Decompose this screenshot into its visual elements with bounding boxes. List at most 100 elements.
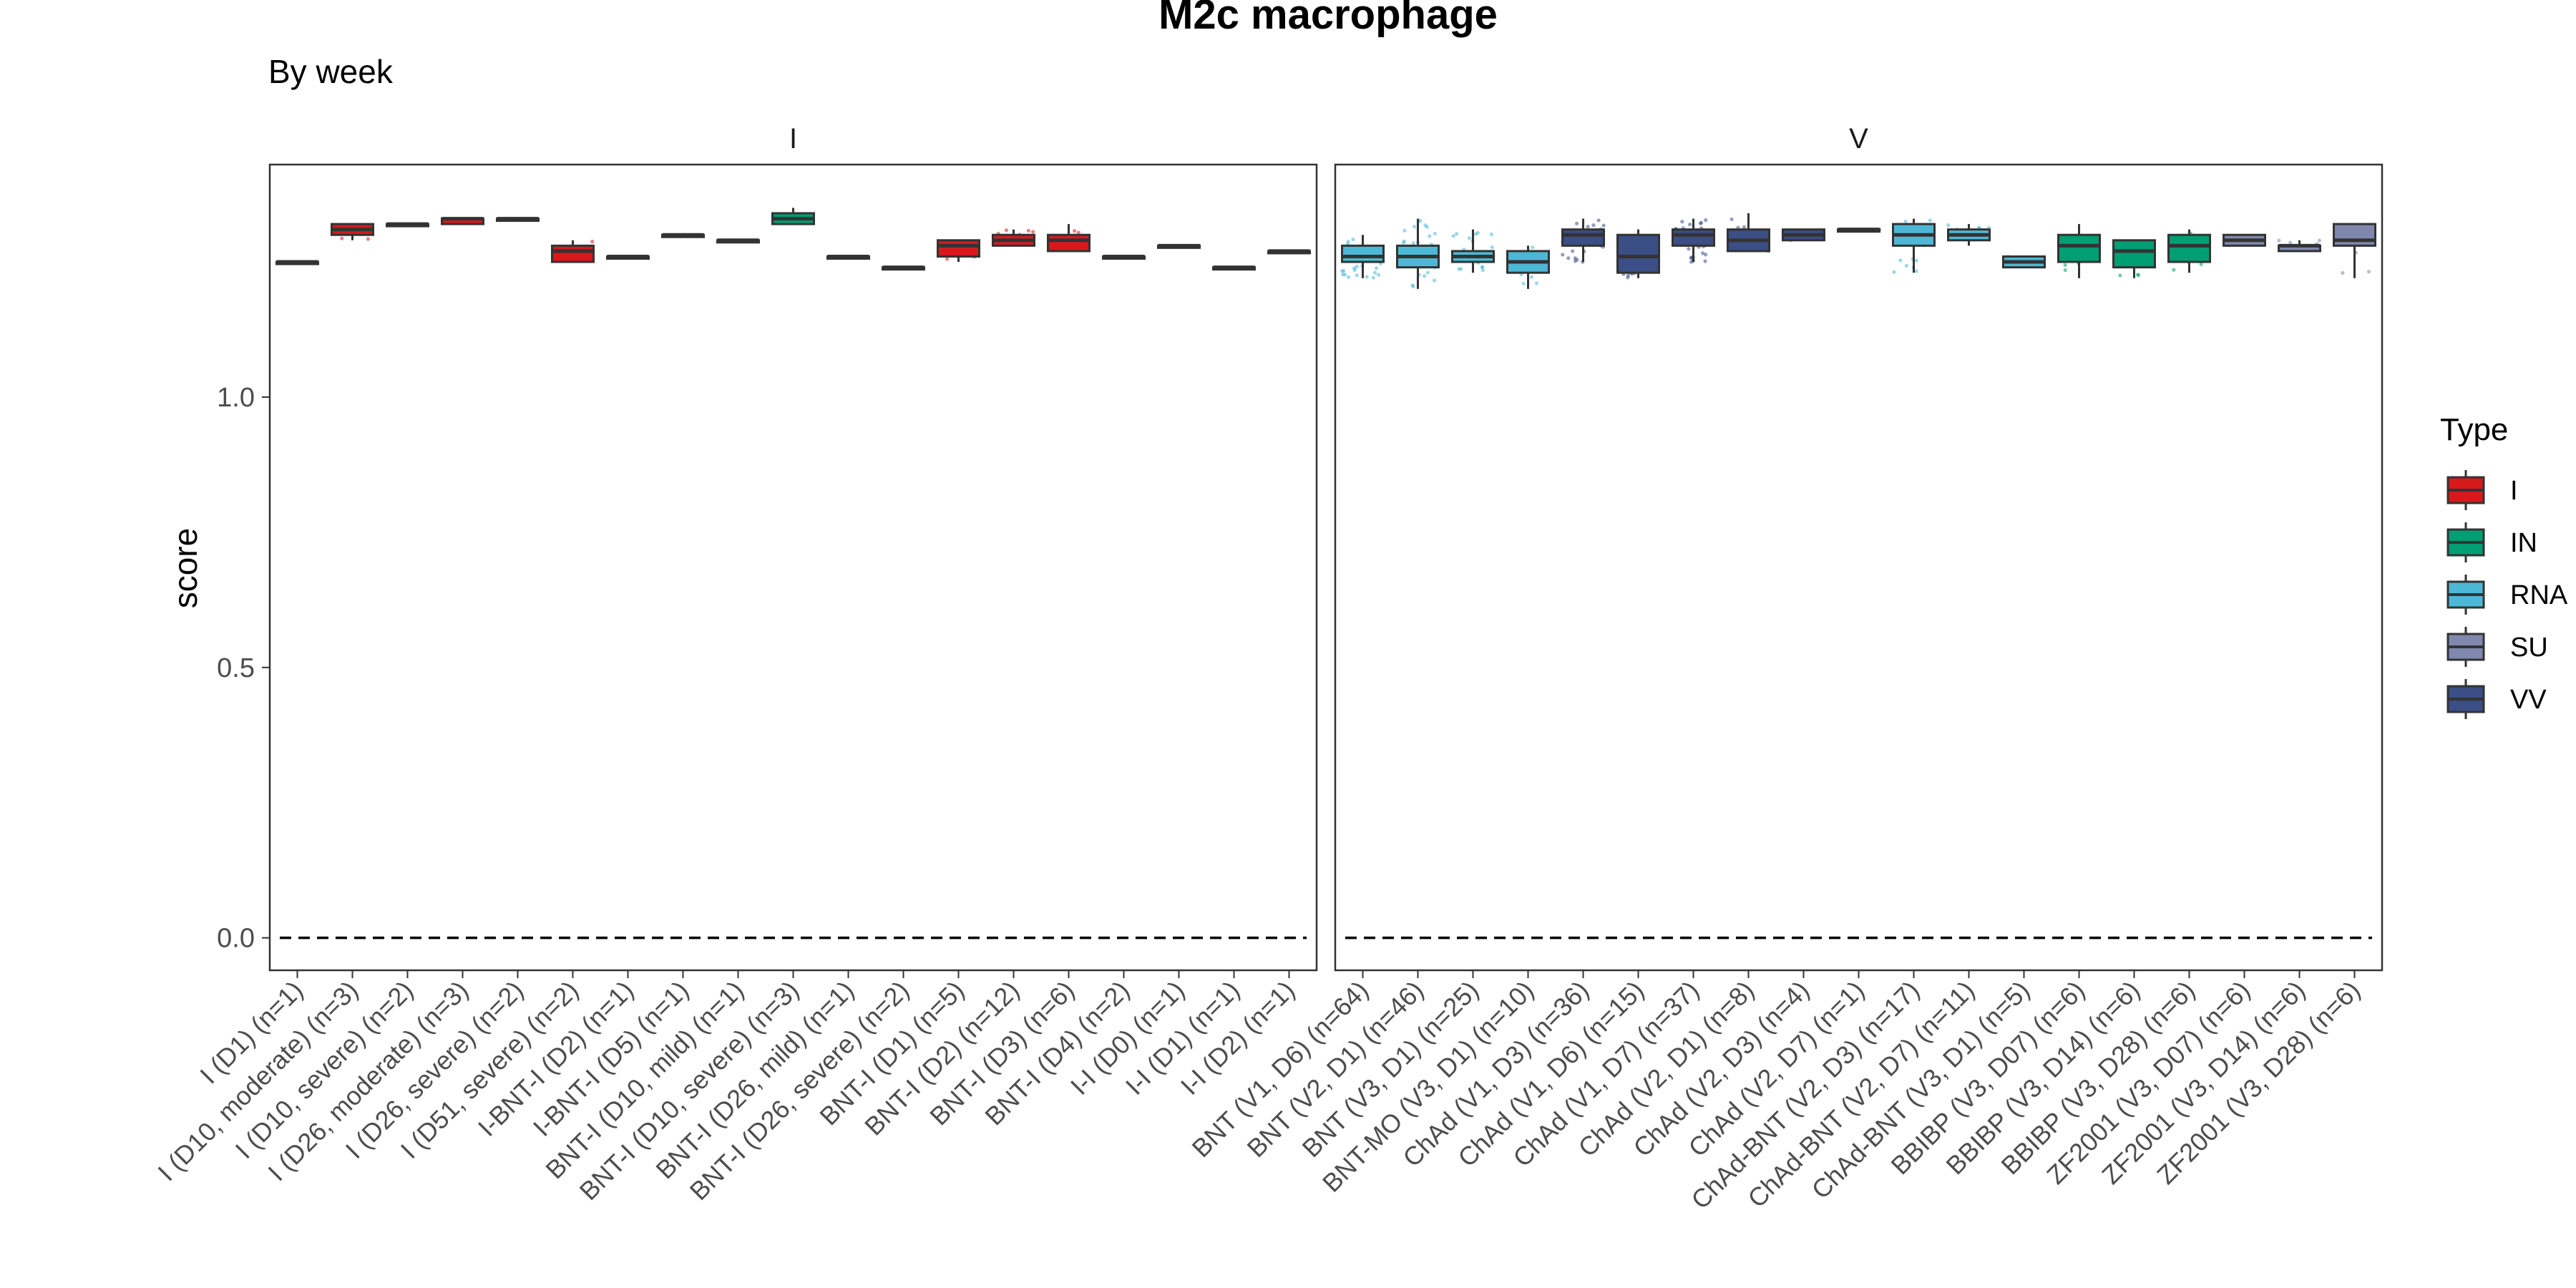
legend-item: VV — [2446, 679, 2547, 719]
legend-label: RNA — [2510, 580, 2568, 610]
data-point — [1451, 234, 1455, 238]
facet-strip-label: V — [1849, 123, 1868, 155]
box-body — [937, 239, 980, 258]
data-point — [1591, 223, 1596, 228]
y-tick-label: 0.0 — [217, 924, 255, 954]
data-point — [1351, 237, 1355, 242]
data-point — [2366, 270, 2371, 274]
data-point — [1946, 223, 1951, 228]
data-point — [2317, 238, 2322, 243]
data-point — [2199, 262, 2203, 267]
legend-item: RNA — [2446, 575, 2568, 615]
data-point — [1459, 267, 1463, 271]
data-point — [590, 240, 595, 244]
data-point — [366, 237, 370, 241]
data-point — [1680, 220, 1684, 224]
data-point — [1402, 228, 1407, 233]
data-point — [1701, 251, 1705, 255]
box-body — [1341, 244, 1385, 263]
data-point — [1892, 270, 1896, 274]
legend-label: SU — [2510, 633, 2548, 663]
data-point — [1742, 225, 1747, 229]
data-point — [1076, 230, 1080, 235]
data-point — [1475, 230, 1480, 235]
facet-strip-label: I — [789, 123, 797, 155]
legend-item: SU — [2446, 627, 2548, 667]
data-point — [1425, 270, 1430, 275]
box-body — [2333, 223, 2376, 247]
box-body — [1616, 233, 1660, 274]
data-point — [1411, 241, 1415, 245]
data-point — [1534, 281, 1539, 286]
data-point — [1490, 245, 1494, 250]
data-point — [1355, 264, 1359, 269]
data-point — [1914, 258, 1918, 263]
data-point — [1342, 273, 1347, 277]
data-point — [1531, 245, 1535, 250]
chart-subtitle: By week — [268, 53, 394, 90]
box-body — [2057, 233, 2101, 263]
y-axis-title: score — [167, 528, 204, 608]
legend-label: VV — [2510, 685, 2547, 715]
legend-item: IN — [2446, 522, 2537, 562]
facet-panel: II (D1) (n=1)I (D10, moderate) (n=3)I (D… — [152, 123, 1318, 1206]
data-point — [1467, 236, 1472, 240]
data-point — [1372, 270, 1377, 275]
legend-label: IN — [2510, 528, 2537, 558]
y-tick-label: 1.0 — [217, 383, 255, 413]
data-point — [1586, 225, 1590, 229]
data-point — [1729, 217, 1734, 222]
box-body — [1047, 233, 1091, 253]
data-point — [1030, 230, 1035, 234]
data-point — [1425, 225, 1429, 229]
box-body — [1672, 228, 1715, 247]
data-point — [1455, 232, 1459, 236]
data-point — [1352, 268, 1357, 273]
data-point — [2063, 268, 2067, 273]
data-point — [1687, 247, 1691, 251]
y-tick-label: 0.5 — [217, 653, 255, 683]
data-point — [2277, 238, 2281, 243]
data-point — [1596, 218, 1601, 223]
data-point — [1573, 259, 1578, 263]
data-point — [1687, 222, 1692, 227]
legend-item: I — [2446, 470, 2518, 510]
data-point — [2136, 273, 2141, 278]
data-point — [1601, 223, 1606, 228]
data-point — [1914, 269, 1918, 273]
panel-border — [268, 163, 1318, 972]
box-body — [2167, 233, 2211, 263]
data-point — [1566, 256, 1571, 260]
panel-border — [1334, 163, 2384, 972]
data-point — [1626, 273, 1631, 278]
data-point — [1428, 234, 1432, 238]
data-point — [1376, 273, 1381, 277]
data-point — [1573, 256, 1577, 260]
data-point — [1355, 273, 1359, 278]
data-point — [1411, 284, 1415, 288]
data-point — [1574, 221, 1579, 225]
data-point — [2063, 263, 2067, 267]
legend-items: I IN RNA SU VV — [2446, 470, 2568, 719]
data-point — [1480, 265, 1485, 269]
data-point — [1898, 258, 1903, 263]
data-point — [1402, 239, 1406, 243]
data-point — [1699, 220, 1704, 225]
box-body — [1561, 228, 1605, 247]
data-point — [2288, 240, 2293, 245]
data-point — [1571, 249, 1575, 253]
data-point — [1340, 269, 1345, 273]
data-point — [1365, 275, 1369, 279]
data-point — [1073, 229, 1077, 233]
data-point — [1703, 259, 1707, 263]
data-point — [1346, 275, 1351, 279]
legend-title: Type — [2440, 412, 2508, 447]
data-point — [1928, 218, 1932, 223]
chart-title: M2c macrophage — [1158, 0, 1498, 38]
legend-label: I — [2510, 476, 2518, 506]
box-body — [2112, 239, 2156, 269]
data-point — [1413, 225, 1417, 229]
data-point — [1704, 218, 1708, 223]
